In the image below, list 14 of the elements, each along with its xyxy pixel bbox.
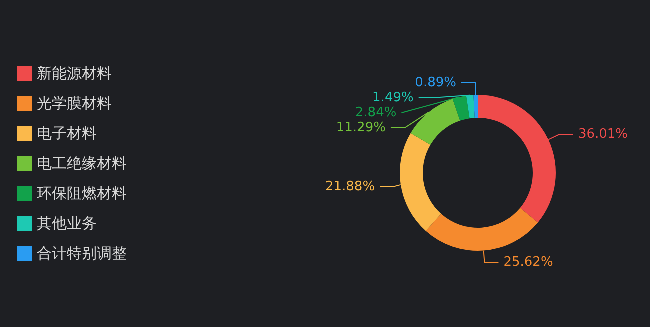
- data-label: 11.29%: [336, 120, 386, 136]
- legend-label: 新能源材料: [37, 64, 112, 82]
- data-label: 1.49%: [372, 90, 414, 106]
- data-label: 21.88%: [325, 179, 376, 194]
- legend-label: 环保阻燃材料: [37, 184, 127, 202]
- legend-label: 其他业务: [37, 214, 97, 232]
- data-label: 2.84%: [355, 106, 397, 121]
- data-label: 36.01%: [578, 127, 628, 142]
- legend-label: 光学膜材料: [37, 94, 112, 112]
- data-label: 0.89%: [415, 76, 456, 91]
- legend-label: 电子材料: [37, 124, 97, 142]
- legend-label: 电工绝缘材料: [37, 154, 127, 172]
- legend-label: 合计特别调整: [37, 244, 127, 262]
- data-label: 25.62%: [504, 255, 554, 270]
